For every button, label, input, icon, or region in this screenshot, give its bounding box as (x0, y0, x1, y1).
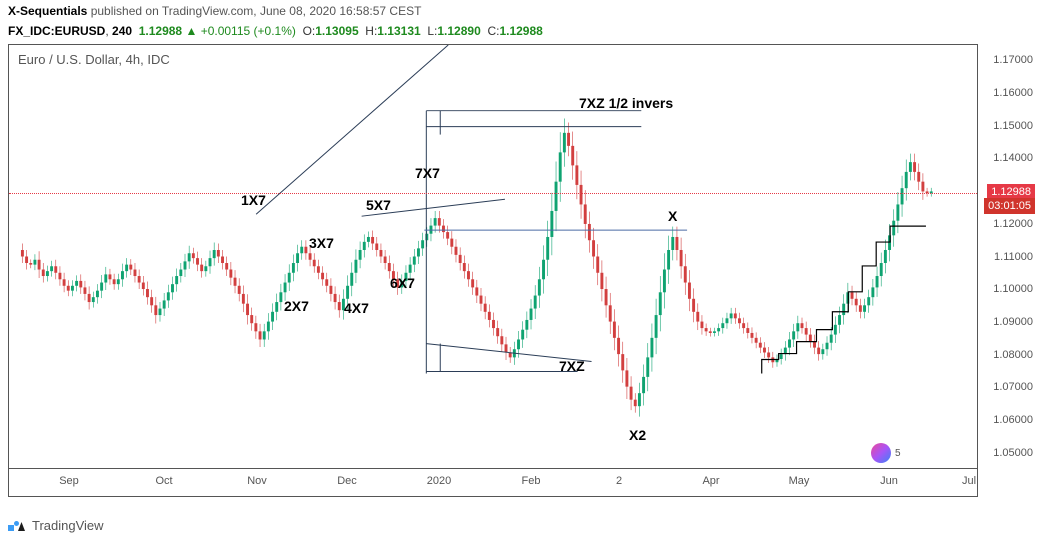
annotation: 6X7 (390, 275, 415, 291)
xtick: 2020 (427, 475, 451, 487)
ytick: 1.15000 (993, 120, 1033, 132)
annotation: 1X7 (241, 192, 266, 208)
ytick: 1.07000 (993, 381, 1033, 393)
xtick: Feb (522, 475, 541, 487)
annotation: 3X7 (309, 235, 334, 251)
chart-header: X-Sequentials published on TradingView.c… (0, 0, 1037, 22)
ytick: 1.16000 (993, 87, 1033, 99)
badge-icon: 5 (871, 443, 901, 463)
h-val: 1.13131 (377, 24, 420, 38)
xtick: Jul (962, 475, 976, 487)
ytick: 1.08000 (993, 349, 1033, 361)
time-axis[interactable]: Sep Oct Nov Dec 2020 Feb 2 Apr May Jun Jul (8, 469, 978, 497)
pub-on: published on (91, 4, 159, 18)
xtick: Apr (702, 475, 719, 487)
last-price: 1.12988 (139, 24, 182, 38)
annotation: X (668, 208, 677, 224)
xtick: 2 (616, 475, 622, 487)
c-val: 1.12988 (499, 24, 542, 38)
xtick: Oct (155, 475, 172, 487)
xtick: Jun (880, 475, 898, 487)
annotation: 5X7 (366, 197, 391, 213)
annotation: 7XZ (559, 358, 585, 374)
change: +0.00115 (201, 24, 251, 38)
ytick: 1.11000 (994, 251, 1033, 263)
annotation: 7X7 (415, 165, 440, 181)
site: TradingView.com (162, 4, 253, 18)
interval: 240 (112, 24, 132, 38)
candlestick-series (9, 45, 977, 468)
ytick: 1.10000 (993, 283, 1033, 295)
o-label: O: (303, 24, 316, 38)
annotation: 4X7 (344, 300, 369, 316)
xtick: May (789, 475, 810, 487)
chart-subtitle: Euro / U.S. Dollar, 4h, IDC (18, 52, 170, 67)
ytick: 1.06000 (993, 414, 1033, 426)
price-chart[interactable]: 1X7 3X7 2X7 4X7 5X7 6X7 7X7 7XZ 1/2 invers 7XZ X X… (8, 44, 978, 469)
footer: TradingView (8, 518, 104, 533)
current-price-line (9, 193, 977, 194)
ytick: 1.09000 (993, 316, 1033, 328)
xtick: Dec (337, 475, 357, 487)
h-label: H: (365, 24, 377, 38)
annotation: X2 (629, 427, 646, 443)
xtick: Nov (247, 475, 267, 487)
ytick: 1.17000 (993, 54, 1033, 66)
c-label: C: (487, 24, 499, 38)
xtick: Sep (59, 475, 79, 487)
countdown-timer: 03:01:05 (984, 198, 1035, 214)
ytick: 1.05000 (993, 447, 1033, 459)
l-val: 1.12890 (437, 24, 480, 38)
annotation: 2X7 (284, 298, 309, 314)
symbol: FX_IDC:EURUSD (8, 24, 105, 38)
tradingview-logo-icon (8, 520, 26, 532)
up-arrow-icon: ▲ (185, 24, 197, 38)
ytick: 1.14000 (993, 152, 1033, 164)
o-val: 1.13095 (315, 24, 358, 38)
l-label: L: (427, 24, 437, 38)
price-axis[interactable]: 1.170001.160001.150001.140001.130001.120… (979, 44, 1037, 469)
ohlc-bar: FX_IDC:EURUSD, 240 1.12988 ▲ +0.00115 (+… (0, 22, 1037, 40)
ytick: 1.12000 (993, 218, 1033, 230)
pub-date: June 08, 2020 16:58:57 CEST (260, 4, 421, 18)
pct: (+0.1%) (254, 24, 296, 38)
annotation: 7XZ 1/2 invers (579, 95, 673, 111)
footer-text: TradingView (32, 518, 104, 533)
author: X-Sequentials (8, 4, 87, 18)
